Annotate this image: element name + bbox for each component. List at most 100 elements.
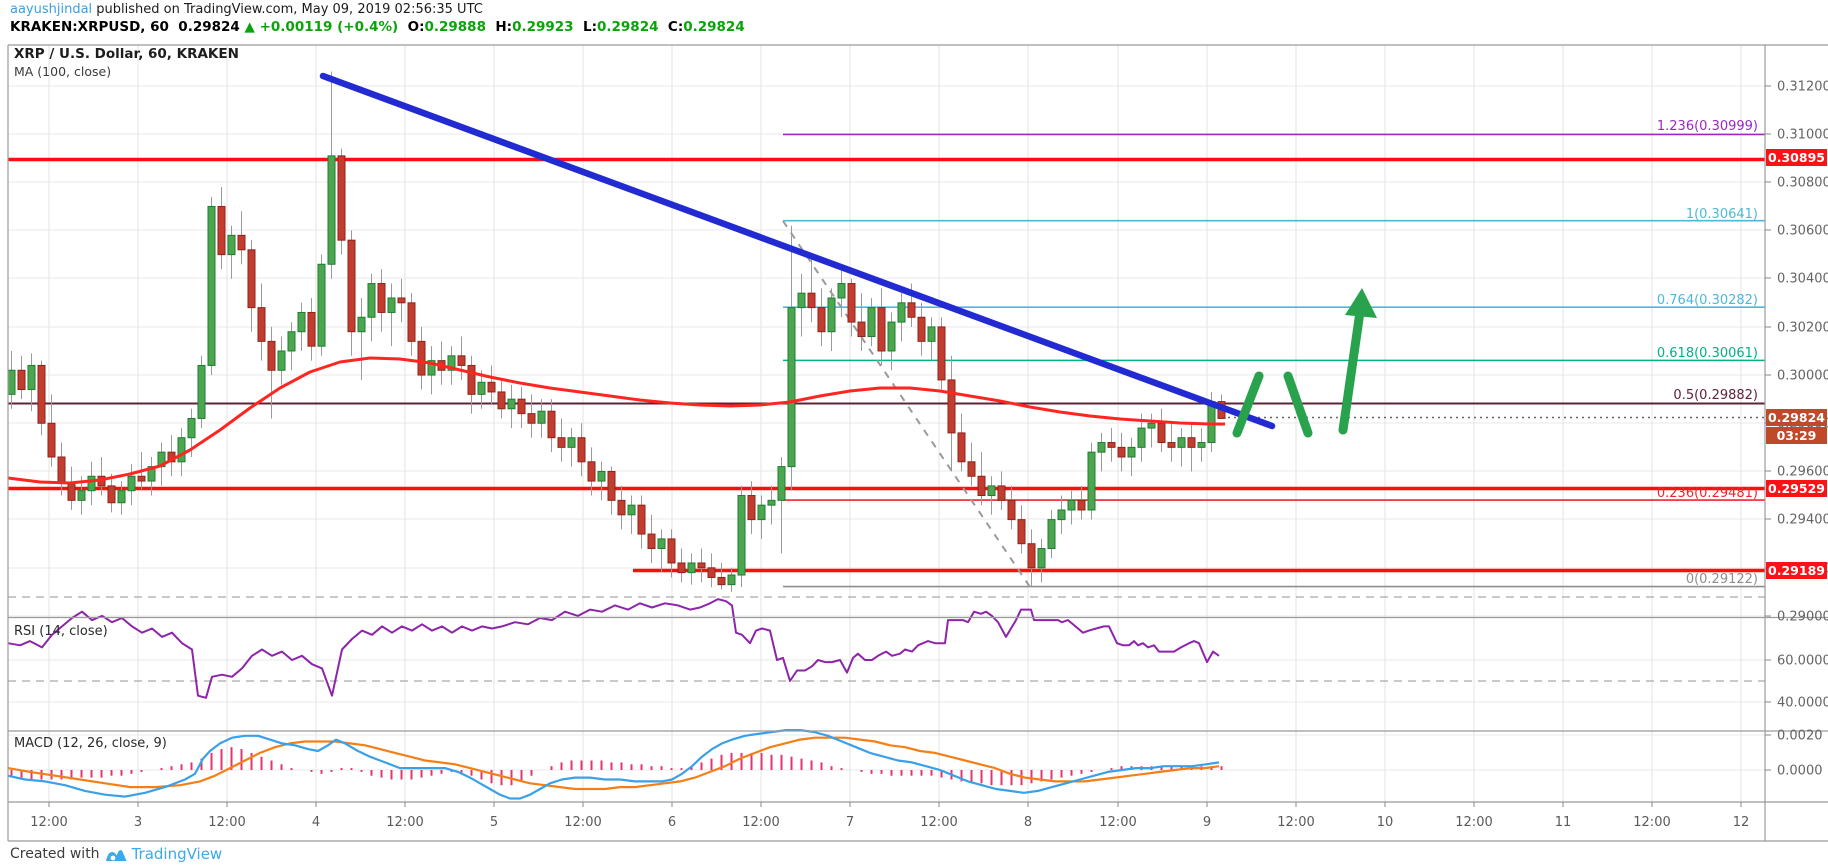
fib-level-label: 1(0.30641) (1685, 207, 1758, 222)
candle-body-up (897, 302, 906, 323)
candle-body-down (17, 369, 26, 391)
chart-title: XRP / U.S. Dollar, 60, KRAKEN (14, 46, 239, 62)
price-axis-label[interactable]: 0.29400 (1777, 513, 1828, 528)
candle-body-down (747, 495, 756, 521)
tradingview-logo-icon[interactable] (104, 846, 128, 863)
price-axis-label[interactable]: 0.30600 (1777, 224, 1828, 239)
price-axis-label[interactable]: 0.29000 (1777, 610, 1828, 625)
candle-body-down (557, 437, 566, 448)
macd-line (7, 728, 1220, 800)
candle-body-down (397, 297, 406, 304)
price-axis-label[interactable]: 0.31200 (1777, 80, 1828, 95)
candle-body-down (967, 461, 976, 477)
time-axis-label[interactable]: 12:00 (564, 815, 601, 830)
tradingview-brand-link[interactable]: TradingView (131, 845, 223, 863)
candle-body-up (367, 283, 376, 318)
candle-body-up (357, 316, 366, 333)
time-axis-label[interactable]: 12:00 (1633, 815, 1670, 830)
candle-body-down (937, 326, 946, 381)
tradingview-attribution: Created with TradingView (10, 845, 222, 863)
price-axis-label[interactable]: 0.30800 (1777, 176, 1828, 191)
time-axis-label[interactable]: 12:00 (208, 815, 245, 830)
candle-body-down (307, 311, 316, 347)
macd-axis-label[interactable]: 0.0020 (1777, 729, 1823, 744)
candle-body-up (887, 321, 896, 352)
candle-body-up (537, 410, 546, 424)
candle-body-up (1057, 509, 1066, 521)
high-value: 0.29923 (512, 19, 574, 35)
ma-indicator-legend[interactable]: MA (100, close) (14, 64, 112, 79)
time-axis-label[interactable]: 12:00 (742, 815, 779, 830)
candle-body-up (987, 485, 996, 497)
rsi-axis-label[interactable]: 40.0000 (1777, 696, 1828, 711)
close-label: C: (667, 19, 684, 35)
price-axis-label[interactable]: 0.30000 (1777, 369, 1828, 384)
candle-body-up (227, 234, 236, 256)
rsi-indicator-legend[interactable]: RSI (14, close) (14, 624, 108, 639)
price-axis-label[interactable]: 0.31000 (1777, 128, 1828, 143)
symbol-name[interactable]: KRAKEN:XRPUSD, 60 (10, 19, 169, 35)
green-up-arrow-head[interactable] (1345, 288, 1377, 318)
author-link[interactable]: aayushjindal (10, 2, 93, 17)
macd-axis-label[interactable]: 0.0000 (1777, 764, 1823, 779)
time-axis-label[interactable]: 4 (312, 815, 320, 830)
created-with-text: Created with (10, 846, 100, 862)
time-axis-label[interactable]: 12 (1733, 815, 1750, 830)
time-axis-label[interactable]: 3 (134, 815, 142, 830)
green-zigzag-stroke[interactable] (1283, 371, 1313, 438)
time-axis-label[interactable]: 12:00 (1099, 815, 1136, 830)
rsi-line (7, 598, 1220, 699)
candle-body-down (67, 482, 76, 501)
candle-body-up (1147, 422, 1156, 429)
candle-body-up (1127, 446, 1136, 458)
time-axis-label[interactable]: 12:00 (920, 815, 957, 830)
time-axis-label[interactable]: 12:00 (386, 815, 423, 830)
candle-body-up (657, 538, 666, 550)
descending-trendline[interactable] (319, 72, 1276, 430)
candle-body-down (647, 533, 656, 550)
green-up-arrow-shaft[interactable] (1338, 293, 1367, 435)
price-badge: 0.30895 (1766, 148, 1827, 166)
candle-body-down (247, 249, 256, 309)
candle-body-down (1107, 442, 1116, 448)
candle-body-up (837, 283, 846, 299)
time-axis-label[interactable]: 10 (1377, 815, 1394, 830)
time-axis-label[interactable]: 6 (668, 815, 676, 830)
candle-body-down (817, 307, 826, 333)
time-axis-label[interactable]: 12:00 (1277, 815, 1314, 830)
time-axis-label[interactable]: 5 (490, 815, 498, 830)
publish-text: published on TradingView.com, May 09, 20… (92, 2, 483, 17)
green-zigzag-stroke[interactable] (1232, 371, 1264, 438)
symbol-quote-line: KRAKEN:XRPUSD, 60 0.29824 ▲ +0.00119 (+0… (10, 19, 745, 35)
time-axis-label[interactable]: 12:00 (30, 815, 67, 830)
price-axis-label[interactable]: 0.29600 (1777, 465, 1828, 480)
macd-indicator-legend[interactable]: MACD (12, 26, close, 9) (14, 736, 167, 751)
candle-body-up (1137, 427, 1146, 448)
candle-body-up (317, 263, 326, 347)
rsi-axis-label[interactable]: 60.0000 (1777, 654, 1828, 669)
time-axis-label[interactable]: 12:00 (1455, 815, 1492, 830)
time-axis-label[interactable]: 7 (846, 815, 854, 830)
candle-body-up (477, 381, 486, 395)
candle-body-up (177, 437, 186, 463)
candle-body-up (757, 504, 766, 521)
candle-body-down (677, 562, 686, 574)
price-axis-label[interactable]: 0.30400 (1777, 272, 1828, 287)
candle-body-down (637, 504, 646, 535)
candle-body-up (1177, 437, 1186, 448)
candle-body-down (997, 485, 1006, 501)
candle-body-down (697, 562, 706, 569)
time-axis-label[interactable]: 11 (1555, 815, 1572, 830)
time-axis-label[interactable]: 9 (1203, 815, 1211, 830)
close-value: 0.29824 (683, 19, 745, 35)
candle-body-up (1197, 442, 1206, 448)
candle-body-down (1077, 499, 1086, 511)
candle-body-down (907, 302, 916, 318)
price-axis-label[interactable]: 0.30200 (1777, 321, 1828, 336)
candle-body-down (487, 381, 496, 393)
bar-countdown-badge: 03:29 (1766, 426, 1827, 444)
candle-body-up (507, 398, 516, 410)
time-axis-label[interactable]: 8 (1024, 815, 1032, 830)
candle-body-up (127, 475, 136, 492)
